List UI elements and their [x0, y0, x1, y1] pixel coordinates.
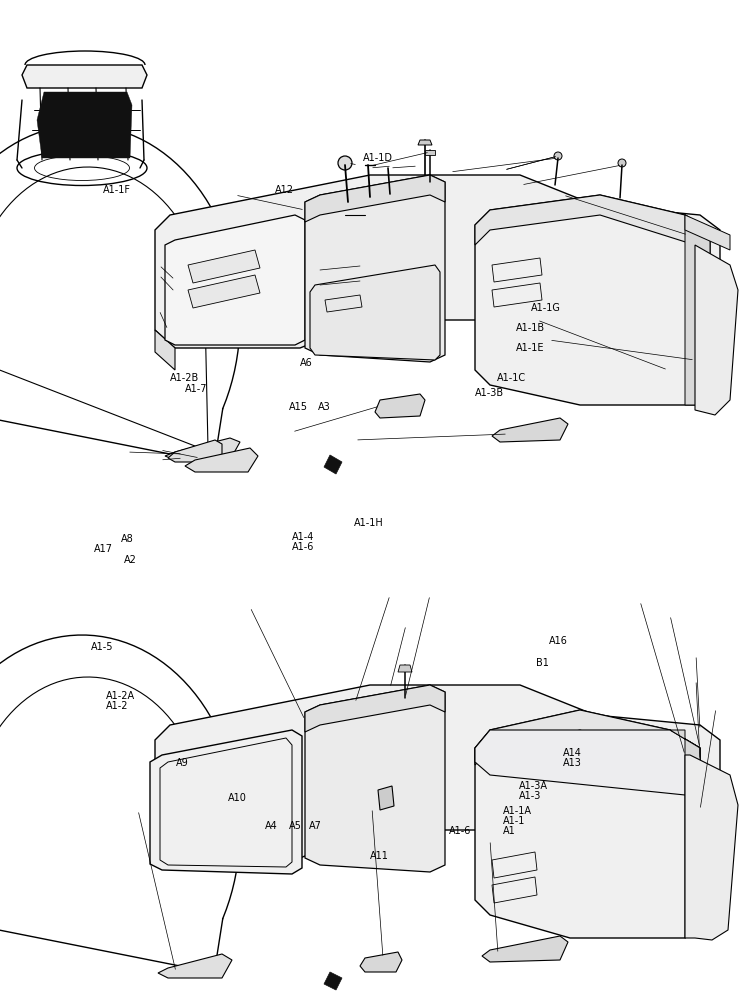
- Polygon shape: [700, 330, 720, 370]
- Text: B1: B1: [536, 658, 548, 668]
- Text: A1-4: A1-4: [292, 532, 314, 542]
- Text: A6: A6: [300, 358, 312, 368]
- Polygon shape: [22, 65, 147, 88]
- Polygon shape: [360, 952, 402, 972]
- Text: A1-1: A1-1: [503, 816, 525, 826]
- Text: A1-6: A1-6: [449, 826, 472, 836]
- Text: A2: A2: [124, 555, 137, 565]
- Text: A9: A9: [176, 758, 189, 768]
- Polygon shape: [305, 175, 445, 222]
- Polygon shape: [310, 265, 440, 360]
- Text: A3: A3: [318, 402, 330, 412]
- Text: A1-3B: A1-3B: [475, 388, 504, 398]
- Text: A1-2B: A1-2B: [170, 373, 199, 383]
- Text: A12: A12: [275, 185, 295, 195]
- Text: A14: A14: [562, 748, 581, 758]
- Polygon shape: [185, 448, 258, 472]
- Text: A1-5: A1-5: [91, 642, 113, 652]
- Polygon shape: [168, 440, 222, 462]
- Text: A1-3A: A1-3A: [519, 781, 548, 791]
- Polygon shape: [418, 140, 432, 145]
- Circle shape: [347, 695, 363, 711]
- Circle shape: [618, 159, 626, 167]
- Text: A1-2: A1-2: [106, 701, 129, 711]
- Polygon shape: [188, 275, 260, 308]
- Circle shape: [341, 689, 369, 717]
- Text: A1-2A: A1-2A: [106, 691, 135, 701]
- Polygon shape: [475, 730, 700, 795]
- Polygon shape: [685, 755, 738, 940]
- Polygon shape: [155, 330, 175, 370]
- Polygon shape: [492, 418, 568, 442]
- Polygon shape: [165, 438, 240, 460]
- Text: A1-1H: A1-1H: [354, 518, 384, 528]
- Polygon shape: [425, 150, 435, 155]
- Polygon shape: [378, 786, 394, 810]
- Polygon shape: [375, 394, 425, 418]
- Circle shape: [338, 156, 352, 170]
- Text: A1-1C: A1-1C: [497, 373, 526, 383]
- Text: A1-1B: A1-1B: [516, 323, 545, 333]
- Polygon shape: [475, 195, 710, 245]
- Polygon shape: [150, 730, 302, 874]
- Text: A15: A15: [289, 402, 308, 412]
- Polygon shape: [475, 710, 700, 765]
- Text: A1-1A: A1-1A: [503, 806, 532, 816]
- Polygon shape: [37, 92, 132, 158]
- Text: A1-1G: A1-1G: [531, 303, 561, 313]
- Text: A10: A10: [228, 793, 246, 803]
- Polygon shape: [398, 665, 412, 672]
- Text: A1-1D: A1-1D: [363, 153, 393, 163]
- Polygon shape: [685, 215, 730, 250]
- Polygon shape: [475, 710, 700, 938]
- Polygon shape: [482, 936, 568, 962]
- Text: A16: A16: [549, 636, 568, 646]
- Polygon shape: [670, 730, 700, 938]
- Text: A7: A7: [309, 821, 321, 831]
- Polygon shape: [155, 685, 720, 858]
- Text: A1-3: A1-3: [519, 791, 542, 801]
- Polygon shape: [475, 195, 710, 405]
- Text: A1-1F: A1-1F: [103, 185, 131, 195]
- Polygon shape: [305, 175, 445, 362]
- Polygon shape: [165, 215, 305, 345]
- Text: A1: A1: [503, 826, 516, 836]
- Polygon shape: [324, 455, 342, 474]
- Polygon shape: [188, 250, 260, 283]
- Text: A13: A13: [562, 758, 581, 768]
- Text: A17: A17: [94, 544, 113, 554]
- Polygon shape: [305, 685, 445, 872]
- Circle shape: [554, 152, 562, 160]
- Polygon shape: [685, 215, 710, 405]
- Text: A8: A8: [121, 534, 133, 544]
- Polygon shape: [305, 685, 445, 732]
- Polygon shape: [155, 175, 720, 348]
- Text: A5: A5: [289, 821, 301, 831]
- Text: A1-6: A1-6: [292, 542, 314, 552]
- Polygon shape: [324, 972, 342, 990]
- Polygon shape: [695, 245, 738, 415]
- Text: A1-7: A1-7: [185, 384, 207, 394]
- Text: A11: A11: [370, 851, 389, 861]
- Text: A1-1E: A1-1E: [516, 343, 545, 353]
- Polygon shape: [158, 954, 232, 978]
- Text: A4: A4: [265, 821, 278, 831]
